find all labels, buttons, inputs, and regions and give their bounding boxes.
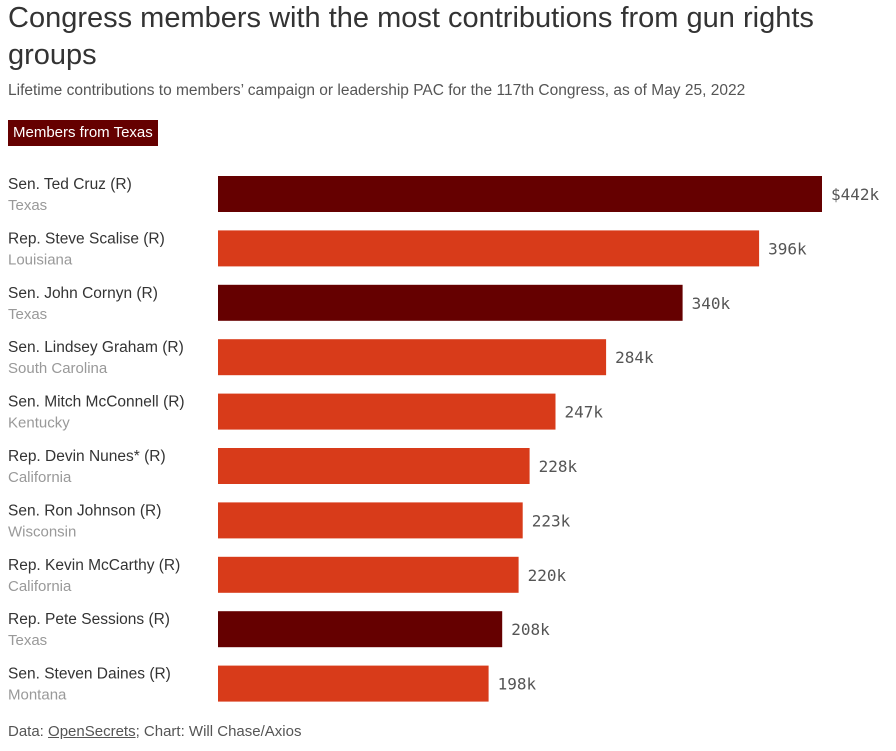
bar-member-name: Sen. Ron Johnson (R)	[8, 502, 161, 519]
bar-member-state: Louisiana	[8, 251, 73, 268]
member-party: (R)	[140, 502, 162, 519]
bar-value-label: 223k	[532, 511, 571, 530]
member-party: (R)	[159, 557, 181, 574]
member-name: Sen. Lindsey Graham	[8, 339, 162, 356]
bar-member-state: Montana	[8, 687, 67, 704]
bar-member-name: Sen. Mitch McConnell (R)	[8, 394, 185, 411]
bar-member-state: Texas	[8, 632, 47, 649]
bar	[218, 284, 683, 321]
bar-member-name: Rep. Pete Sessions (R)	[8, 611, 170, 628]
bar-value-label: 198k	[498, 675, 537, 694]
chart-footer: Data: OpenSecrets; Chart: Will Chase/Axi…	[8, 722, 301, 742]
member-party: (R)	[110, 176, 132, 193]
bar-member-name: Sen. John Cornyn (R)	[8, 285, 158, 302]
member-name: Sen. Steven Daines	[8, 666, 149, 683]
legend-texas-members: Members from Texas	[8, 120, 158, 146]
member-party: (R)	[163, 394, 185, 411]
bar-value-label: 340k	[692, 294, 731, 313]
chart-subtitle: Lifetime contributions to members’ campa…	[8, 82, 746, 99]
bar	[218, 556, 519, 593]
member-name: Rep. Steve Scalise	[8, 230, 143, 247]
member-name: Rep. Pete Sessions	[8, 611, 148, 628]
member-party: (R)	[162, 339, 184, 356]
footer-credit: ; Chart: Will Chase/Axios	[135, 723, 302, 740]
bar-value-label: 208k	[511, 620, 550, 639]
bar-value-label: 247k	[565, 403, 604, 422]
member-name: Rep. Devin Nunes*	[8, 448, 144, 465]
source-link-opensecrets[interactable]: OpenSecrets	[48, 723, 136, 740]
bar	[218, 230, 760, 267]
bar	[218, 665, 489, 702]
bar-member-state: California	[8, 469, 72, 486]
bar	[218, 339, 607, 376]
member-party: (R)	[148, 611, 170, 628]
bar	[218, 393, 556, 430]
bar	[218, 176, 822, 212]
member-party: (R)	[149, 666, 171, 683]
member-name: Sen. Ted Cruz	[8, 176, 110, 193]
bar	[218, 502, 523, 539]
bar	[218, 611, 503, 648]
member-name: Sen. Mitch McConnell	[8, 394, 163, 411]
member-name: Rep. Kevin McCarthy	[8, 557, 159, 574]
member-name: Sen. John Cornyn	[8, 285, 136, 302]
chart-title: Congress members with the most contribut…	[8, 2, 814, 71]
bar-member-name: Rep. Devin Nunes* (R)	[8, 448, 166, 465]
bar-member-name: Sen. Steven Daines (R)	[8, 666, 171, 683]
bar-member-state: Texas	[8, 197, 47, 214]
bar-value-label: 228k	[539, 457, 578, 476]
bar	[218, 448, 530, 484]
bar-member-name: Sen. Ted Cruz (R)	[8, 176, 132, 193]
member-party: (R)	[136, 285, 158, 302]
bar-value-label: 396k	[768, 239, 807, 258]
bar-member-state: California	[8, 578, 72, 595]
bar-value-label: 284k	[615, 348, 654, 367]
bar-member-state: South Carolina	[8, 360, 108, 377]
footer-data-prefix: Data:	[8, 723, 49, 740]
bar-value-label: 220k	[528, 566, 567, 585]
bar-member-name: Rep. Steve Scalise (R)	[8, 230, 165, 247]
bar-value-label: $442k	[831, 185, 880, 204]
member-party: (R)	[144, 448, 166, 465]
bar-member-state: Wisconsin	[8, 523, 76, 540]
bar-member-state: Texas	[8, 306, 47, 323]
bar-member-state: Kentucky	[8, 415, 70, 432]
bar-member-name: Sen. Lindsey Graham (R)	[8, 339, 184, 356]
member-party: (R)	[143, 230, 165, 247]
bar-member-name: Rep. Kevin McCarthy (R)	[8, 557, 180, 574]
member-name: Sen. Ron Johnson	[8, 502, 140, 519]
